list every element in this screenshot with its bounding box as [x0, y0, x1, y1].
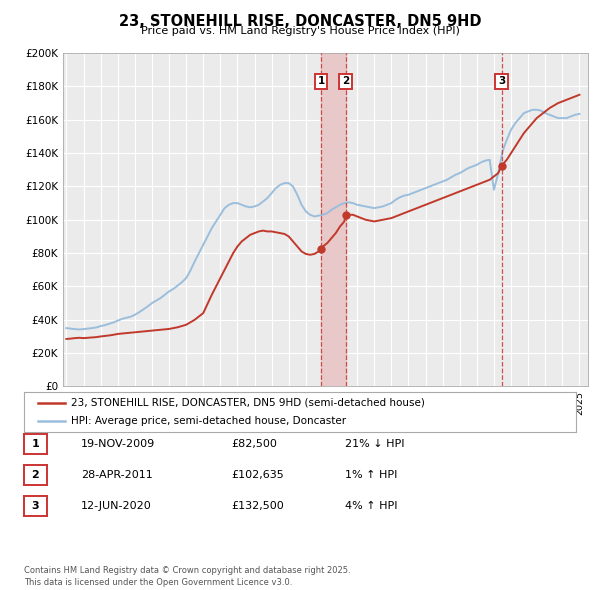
Text: HPI: Average price, semi-detached house, Doncaster: HPI: Average price, semi-detached house,…	[71, 416, 346, 426]
Text: £102,635: £102,635	[231, 470, 284, 480]
Text: 1% ↑ HPI: 1% ↑ HPI	[345, 470, 397, 480]
Text: £82,500: £82,500	[231, 439, 277, 448]
Text: 21% ↓ HPI: 21% ↓ HPI	[345, 439, 404, 448]
Text: 19-NOV-2009: 19-NOV-2009	[81, 439, 155, 448]
Text: 23, STONEHILL RISE, DONCASTER, DN5 9HD (semi-detached house): 23, STONEHILL RISE, DONCASTER, DN5 9HD (…	[71, 398, 425, 408]
Text: 3: 3	[32, 502, 39, 511]
Text: 2: 2	[32, 470, 39, 480]
Text: Price paid vs. HM Land Registry's House Price Index (HPI): Price paid vs. HM Land Registry's House …	[140, 26, 460, 36]
Text: 2: 2	[342, 77, 349, 86]
Bar	[321, 53, 346, 386]
Text: 4% ↑ HPI: 4% ↑ HPI	[345, 502, 398, 511]
Text: 28-APR-2011: 28-APR-2011	[81, 470, 153, 480]
Text: 12-JUN-2020: 12-JUN-2020	[81, 502, 152, 511]
Text: £132,500: £132,500	[231, 502, 284, 511]
Text: 1: 1	[32, 439, 39, 448]
Text: Contains HM Land Registry data © Crown copyright and database right 2025.
This d: Contains HM Land Registry data © Crown c…	[24, 566, 350, 587]
Text: 3: 3	[498, 77, 505, 86]
Text: 23, STONEHILL RISE, DONCASTER, DN5 9HD: 23, STONEHILL RISE, DONCASTER, DN5 9HD	[119, 14, 481, 28]
Text: 1: 1	[317, 77, 325, 86]
